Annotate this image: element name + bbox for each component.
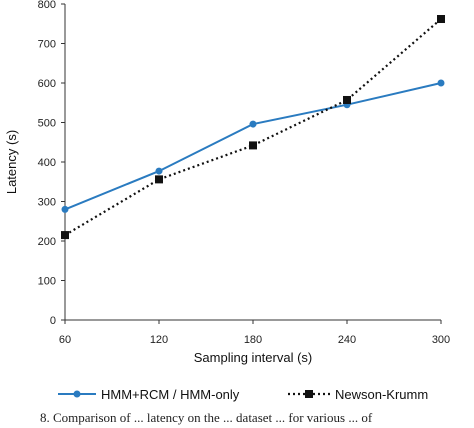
- y-tick-label: 300: [38, 197, 56, 209]
- x-tick-label: 300: [432, 334, 450, 346]
- y-axis-title: Latency (s): [4, 130, 19, 194]
- data-point-1-2: [249, 141, 257, 150]
- legend: HMM+RCM / HMM-only Newson-Krumm: [58, 387, 428, 402]
- y-tick-label: 700: [38, 39, 56, 51]
- figure-caption-fragment: 8. Comparison of ... latency on the ... …: [40, 410, 373, 425]
- data-point-1-3: [343, 95, 351, 104]
- x-axis-title: Sampling interval (s): [194, 350, 313, 365]
- plot-frame: [64, 4, 441, 321]
- x-axis-ticks: 60 120 180 240 300: [59, 320, 450, 346]
- legend-label-newson: Newson-Krumm: [335, 387, 428, 402]
- x-tick-label: 120: [150, 334, 168, 346]
- legend-marker-newson: [305, 390, 313, 398]
- legend-label-hmm: HMM+RCM / HMM-only: [101, 387, 240, 402]
- legend-marker-hmm: [73, 390, 81, 398]
- data-point-0-2: [249, 120, 257, 128]
- x-tick-label: 180: [244, 334, 262, 346]
- y-axis-ticks: 0 100 200 300 400 500 600 700 800: [38, 0, 65, 327]
- y-tick-label: 100: [38, 276, 56, 288]
- x-tick-label: 240: [338, 334, 356, 346]
- series-layer: [61, 15, 445, 240]
- x-tick-label: 60: [59, 334, 71, 346]
- data-point-1-4: [437, 15, 445, 24]
- data-point-0-4: [437, 79, 445, 87]
- y-tick-label: 0: [50, 315, 56, 327]
- y-tick-label: 500: [38, 118, 56, 130]
- data-point-0-1: [155, 167, 163, 175]
- y-tick-label: 800: [38, 0, 56, 11]
- data-point-0-0: [61, 205, 69, 213]
- y-tick-label: 600: [38, 78, 56, 90]
- data-point-1-0: [61, 231, 69, 240]
- data-point-1-1: [155, 175, 163, 184]
- y-tick-label: 400: [38, 157, 56, 169]
- y-tick-label: 200: [38, 236, 56, 248]
